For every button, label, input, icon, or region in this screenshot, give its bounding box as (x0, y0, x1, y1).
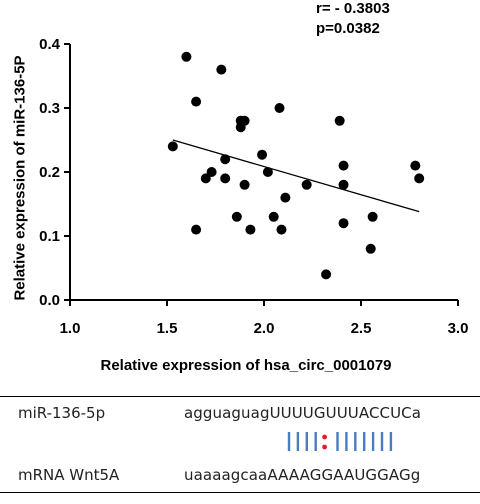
data-point (167, 141, 178, 152)
mirna-name: miR-136-5p (18, 404, 106, 422)
data-point (220, 154, 231, 165)
y-tick-label: 0.4 (39, 36, 61, 53)
data-point (191, 96, 202, 107)
p-value-annotation: p=0.0382 (316, 20, 380, 37)
data-point (338, 179, 349, 190)
data-point (338, 218, 349, 229)
data-point (239, 115, 250, 126)
x-tick-label: 3.0 (448, 320, 469, 337)
data-point (181, 51, 192, 62)
table-bottom-rule (0, 492, 480, 493)
x-tick-label: 1.0 (60, 320, 81, 337)
mirna-sequence: agguaguagUUUUGUUUACCUCa (184, 404, 422, 422)
data-point (257, 149, 268, 160)
data-point (276, 224, 287, 235)
wobble-dot (322, 434, 327, 440)
data-point (200, 173, 211, 184)
data-point (216, 64, 227, 75)
table-top-rule (0, 396, 480, 397)
data-point (301, 179, 312, 190)
data-point (268, 211, 279, 222)
data-point (410, 160, 421, 171)
mrna-name: mRNA Wnt5A (18, 466, 120, 484)
data-point (365, 243, 376, 254)
data-point (239, 179, 250, 190)
x-tick-label: 2.5 (351, 320, 372, 337)
y-axis-label: Relative expression of miR-136-5P (11, 55, 29, 301)
data-point (414, 173, 425, 184)
data-point (338, 160, 349, 171)
correlation-r-annotation: r= - 0.3803 (316, 0, 390, 17)
y-tick-label: 0.2 (39, 164, 60, 181)
data-point (280, 192, 291, 203)
x-axis-label-wrap: Relative expression of hsa_circ_0001079 (0, 357, 480, 374)
y-tick-label: 0.3 (39, 100, 60, 117)
mrna-sequence: uaaaagcaaAAAAGGAAUGGAGg (184, 466, 421, 484)
data-point (231, 211, 242, 222)
data-point (274, 103, 285, 113)
x-tick-label: 2.0 (254, 320, 275, 337)
data-point (262, 167, 273, 177)
data-point (367, 211, 378, 222)
wobble-dot (322, 444, 327, 450)
data-point (321, 269, 332, 280)
x-tick-label: 1.5 (157, 320, 178, 337)
y-tick-label: 0.1 (39, 228, 60, 245)
data-point (334, 115, 345, 126)
data-point (220, 173, 231, 184)
data-point (206, 167, 217, 177)
data-point (245, 224, 256, 235)
y-tick-label: 0.0 (39, 292, 60, 309)
regression-line (172, 139, 420, 213)
x-axis-label: Relative expression of hsa_circ_0001079 (100, 357, 392, 374)
data-point (191, 224, 202, 235)
